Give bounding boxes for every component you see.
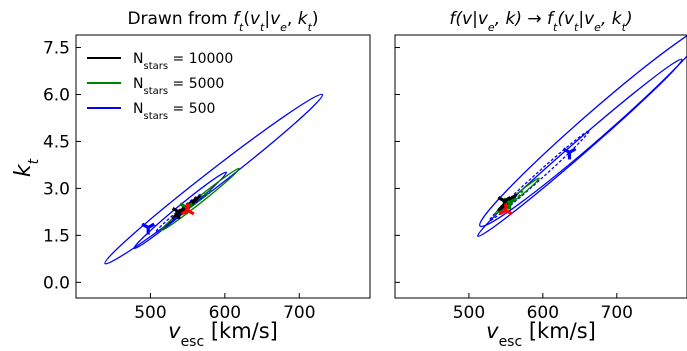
right-contour-N_stars = 500-0	[479, 35, 687, 228]
left-best-fit-marker	[171, 207, 186, 219]
right-contour-N_stars = 500-1	[477, 58, 683, 237]
y-tick-label: 6.0	[43, 85, 70, 105]
right-markers	[497, 147, 577, 216]
right-true-value-marker	[498, 203, 513, 216]
right-panel: f(v|ve, k) → ft(vt|ve, kt) 500 600 700 ves…	[394, 9, 687, 350]
legend: Nstars = 10000 Nstars = 5000 Nstars = 50…	[87, 51, 233, 122]
left-x-axis-label: vesc [km/s]	[168, 319, 278, 347]
right-plot-frame	[394, 34, 687, 299]
left-plot-frame	[75, 34, 371, 299]
x-tick-label: 600	[209, 303, 241, 323]
legend-label-10000: Nstars = 10000	[133, 51, 233, 72]
left-markers	[141, 202, 195, 235]
right-panel-title: f(v|ve, k) → ft(vt|ve, kt)	[449, 9, 632, 34]
y-tick-label: 3.0	[43, 179, 70, 199]
left-panel: Drawn from ft(vt|ve, kt) 500 600 700 0.0 1.…	[11, 9, 371, 350]
right-best-fit-marker	[562, 147, 577, 160]
x-tick-label: 700	[283, 303, 315, 323]
legend-label-5000: Nstars = 5000	[133, 76, 224, 97]
right-contour-N_stars = 500-2	[488, 130, 590, 222]
left-true-value-marker	[180, 203, 195, 216]
left-panel-title: Drawn from ft(vt|ve, kt)	[127, 9, 318, 34]
legend-label-500: Nstars = 500	[133, 101, 215, 122]
left-contour-N_stars = 500-2	[154, 193, 201, 233]
y-tick-label: 0.0	[43, 273, 70, 293]
right-contours	[477, 35, 687, 237]
x-tick-label: 500	[134, 303, 166, 323]
left-y-axis-label: kt	[11, 158, 42, 177]
left-y-ticks: 0.0 1.5 3.0 4.5 6.0 7.5	[43, 39, 81, 293]
y-tick-label: 1.5	[43, 226, 70, 246]
x-tick-label: 500	[453, 303, 485, 323]
left-contour-N_stars = 500-0	[104, 93, 324, 265]
x-tick-label: 700	[601, 303, 633, 323]
y-tick-label: 4.5	[43, 132, 70, 152]
right-x-ticks: 500 600 700	[453, 293, 633, 323]
left-x-ticks: 500 600 700	[134, 293, 316, 323]
x-tick-label: 600	[527, 303, 559, 323]
left-best-fit-marker	[141, 222, 156, 235]
y-tick-label: 7.5	[43, 39, 70, 59]
right-x-axis-label: vesc [km/s]	[486, 319, 596, 347]
right-y-ticks	[395, 47, 400, 283]
